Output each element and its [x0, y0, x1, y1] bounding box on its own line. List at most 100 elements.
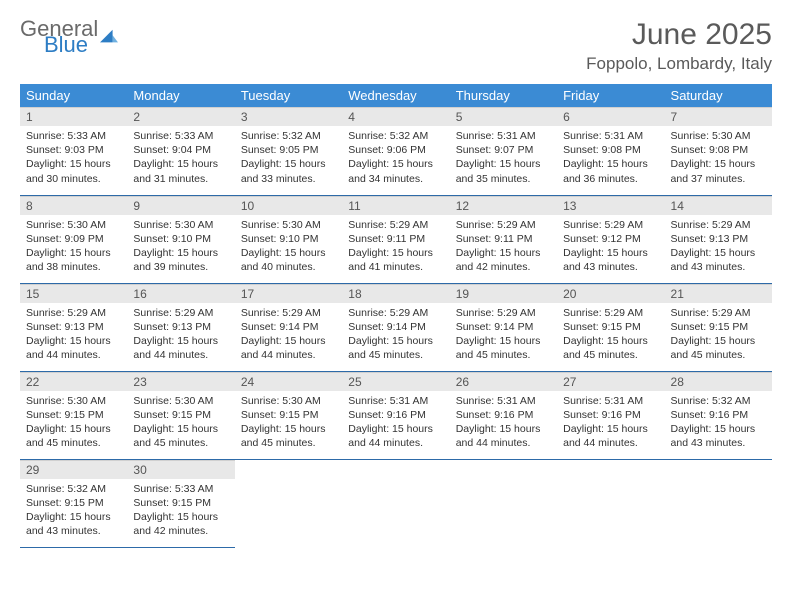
- calendar-cell: 18Sunrise: 5:29 AMSunset: 9:14 PMDayligh…: [342, 283, 449, 371]
- calendar-cell: 28Sunrise: 5:32 AMSunset: 9:16 PMDayligh…: [665, 371, 772, 459]
- calendar-cell: 25Sunrise: 5:31 AMSunset: 9:16 PMDayligh…: [342, 371, 449, 459]
- daylight-line: Daylight: 15 hours and 43 minutes.: [671, 246, 766, 274]
- sunset-line: Sunset: 9:14 PM: [456, 320, 551, 334]
- calendar-cell: 12Sunrise: 5:29 AMSunset: 9:11 PMDayligh…: [450, 195, 557, 283]
- sunset-line: Sunset: 9:13 PM: [133, 320, 228, 334]
- calendar-cell: 8Sunrise: 5:30 AMSunset: 9:09 PMDaylight…: [20, 195, 127, 283]
- sunrise-line: Sunrise: 5:33 AM: [133, 129, 228, 143]
- calendar-body: 1Sunrise: 5:33 AMSunset: 9:03 PMDaylight…: [20, 107, 772, 547]
- calendar-cell: 21Sunrise: 5:29 AMSunset: 9:15 PMDayligh…: [665, 283, 772, 371]
- day-number: 15: [20, 284, 127, 303]
- day-number: 2: [127, 107, 234, 126]
- sunrise-line: Sunrise: 5:31 AM: [563, 129, 658, 143]
- day-body: Sunrise: 5:30 AMSunset: 9:15 PMDaylight:…: [235, 391, 342, 456]
- day-body: Sunrise: 5:31 AMSunset: 9:08 PMDaylight:…: [557, 126, 664, 191]
- day-body: Sunrise: 5:31 AMSunset: 9:16 PMDaylight:…: [557, 391, 664, 456]
- sunset-line: Sunset: 9:08 PM: [671, 143, 766, 157]
- sunset-line: Sunset: 9:13 PM: [671, 232, 766, 246]
- daylight-line: Daylight: 15 hours and 45 minutes.: [456, 334, 551, 362]
- day-body: Sunrise: 5:33 AMSunset: 9:15 PMDaylight:…: [127, 479, 234, 544]
- calendar-cell: 4Sunrise: 5:32 AMSunset: 9:06 PMDaylight…: [342, 107, 449, 195]
- calendar-cell: 6Sunrise: 5:31 AMSunset: 9:08 PMDaylight…: [557, 107, 664, 195]
- sunset-line: Sunset: 9:08 PM: [563, 143, 658, 157]
- calendar-cell: 29 Sunrise: 5:32 AMSunset: 9:15 PMDayligh…: [20, 459, 127, 547]
- sunset-line: Sunset: 9:16 PM: [348, 408, 443, 422]
- day-number: 6: [557, 107, 664, 126]
- day-body: Sunrise: 5:29 AMSunset: 9:14 PMDaylight:…: [450, 303, 557, 368]
- sunset-line: Sunset: 9:15 PM: [133, 408, 228, 422]
- day-body: Sunrise: 5:32 AMSunset: 9:06 PMDaylight:…: [342, 126, 449, 191]
- calendar-cell: 10Sunrise: 5:30 AMSunset: 9:10 PMDayligh…: [235, 195, 342, 283]
- day-body: Sunrise: 5:30 AMSunset: 9:10 PMDaylight:…: [235, 215, 342, 280]
- calendar-cell: 16Sunrise: 5:29 AMSunset: 9:13 PMDayligh…: [127, 283, 234, 371]
- sunset-line: Sunset: 9:15 PM: [563, 320, 658, 334]
- daylight-line: Daylight: 15 hours and 36 minutes.: [563, 157, 658, 185]
- daylight-line: Daylight: 15 hours and 34 minutes.: [348, 157, 443, 185]
- calendar-cell: 24Sunrise: 5:30 AMSunset: 9:15 PMDayligh…: [235, 371, 342, 459]
- day-body: Sunrise: 5:30 AMSunset: 9:15 PMDaylight:…: [20, 391, 127, 456]
- sunrise-line: Sunrise: 5:32 AM: [26, 482, 121, 496]
- day-number: 1: [20, 107, 127, 126]
- calendar-cell: 23Sunrise: 5:30 AMSunset: 9:15 PMDayligh…: [127, 371, 234, 459]
- location-subtitle: Foppolo, Lombardy, Italy: [586, 54, 772, 74]
- sunset-line: Sunset: 9:16 PM: [563, 408, 658, 422]
- title-block: June 2025 Foppolo, Lombardy, Italy: [586, 18, 772, 74]
- day-body: Sunrise: 5:30 AMSunset: 9:08 PMDaylight:…: [665, 126, 772, 191]
- day-body: Sunrise: 5:33 AMSunset: 9:03 PMDaylight:…: [20, 126, 127, 191]
- calendar-cell: 13Sunrise: 5:29 AMSunset: 9:12 PMDayligh…: [557, 195, 664, 283]
- sunrise-line: Sunrise: 5:33 AM: [133, 482, 228, 496]
- day-body: Sunrise: 5:31 AMSunset: 9:07 PMDaylight:…: [450, 126, 557, 191]
- sunrise-line: Sunrise: 5:30 AM: [671, 129, 766, 143]
- day-number: 30: [127, 460, 234, 479]
- sunrise-line: Sunrise: 5:32 AM: [241, 129, 336, 143]
- daylight-line: Daylight: 15 hours and 39 minutes.: [133, 246, 228, 274]
- sunset-line: Sunset: 9:15 PM: [26, 496, 121, 510]
- brand-part2: Blue: [44, 34, 98, 56]
- day-number: 5: [450, 107, 557, 126]
- sunset-line: Sunset: 9:05 PM: [241, 143, 336, 157]
- sunrise-line: Sunrise: 5:33 AM: [26, 129, 121, 143]
- daylight-line: Daylight: 15 hours and 44 minutes.: [133, 334, 228, 362]
- sunset-line: Sunset: 9:03 PM: [26, 143, 121, 157]
- daylight-line: Daylight: 15 hours and 38 minutes.: [26, 246, 121, 274]
- day-number: 25: [342, 372, 449, 391]
- daylight-line: Daylight: 15 hours and 44 minutes.: [348, 422, 443, 450]
- sunrise-line: Sunrise: 5:29 AM: [563, 218, 658, 232]
- sunset-line: Sunset: 9:10 PM: [241, 232, 336, 246]
- daylight-line: Daylight: 15 hours and 43 minutes.: [671, 422, 766, 450]
- daylight-line: Daylight: 15 hours and 43 minutes.: [26, 510, 121, 538]
- sunset-line: Sunset: 9:15 PM: [26, 408, 121, 422]
- day-number: 19: [450, 284, 557, 303]
- sunset-line: Sunset: 9:16 PM: [456, 408, 551, 422]
- day-body: Sunrise: 5:29 AMSunset: 9:15 PMDaylight:…: [665, 303, 772, 368]
- calendar-cell: 20Sunrise: 5:29 AMSunset: 9:15 PMDayligh…: [557, 283, 664, 371]
- day-body: Sunrise: 5:29 AMSunset: 9:14 PMDaylight:…: [235, 303, 342, 368]
- day-number: 7: [665, 107, 772, 126]
- day-number: 11: [342, 196, 449, 215]
- daylight-line: Daylight: 15 hours and 30 minutes.: [26, 157, 121, 185]
- sunset-line: Sunset: 9:16 PM: [671, 408, 766, 422]
- day-number: 22: [20, 372, 127, 391]
- day-body: Sunrise: 5:33 AMSunset: 9:04 PMDaylight:…: [127, 126, 234, 191]
- day-number: 18: [342, 284, 449, 303]
- day-number: 27: [557, 372, 664, 391]
- daylight-line: Daylight: 15 hours and 37 minutes.: [671, 157, 766, 185]
- sunrise-line: Sunrise: 5:29 AM: [671, 218, 766, 232]
- daylight-line: Daylight: 15 hours and 43 minutes.: [563, 246, 658, 274]
- sunrise-line: Sunrise: 5:29 AM: [133, 306, 228, 320]
- day-number: 29: [20, 460, 127, 479]
- sunset-line: Sunset: 9:04 PM: [133, 143, 228, 157]
- calendar-cell: 17Sunrise: 5:29 AMSunset: 9:14 PMDayligh…: [235, 283, 342, 371]
- daylight-line: Daylight: 15 hours and 45 minutes.: [563, 334, 658, 362]
- day-number: 8: [20, 196, 127, 215]
- calendar-cell: 2Sunrise: 5:33 AMSunset: 9:04 PMDaylight…: [127, 107, 234, 195]
- day-number: 23: [127, 372, 234, 391]
- day-body: Sunrise: 5:31 AMSunset: 9:16 PMDaylight:…: [450, 391, 557, 456]
- day-number: 14: [665, 196, 772, 215]
- sunset-line: Sunset: 9:11 PM: [348, 232, 443, 246]
- sunset-line: Sunset: 9:06 PM: [348, 143, 443, 157]
- day-body: Sunrise: 5:29 AMSunset: 9:11 PMDaylight:…: [342, 215, 449, 280]
- daylight-line: Daylight: 15 hours and 33 minutes.: [241, 157, 336, 185]
- day-body: Sunrise: 5:32 AMSunset: 9:05 PMDaylight:…: [235, 126, 342, 191]
- weekday-header-row: SundayMondayTuesdayWednesdayThursdayFrid…: [20, 84, 772, 107]
